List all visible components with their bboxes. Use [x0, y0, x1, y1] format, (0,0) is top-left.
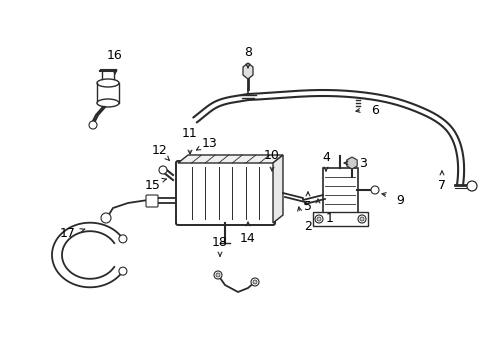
Text: 5: 5 [304, 199, 311, 212]
Circle shape [119, 235, 127, 243]
Circle shape [359, 217, 363, 221]
Text: 12: 12 [152, 144, 167, 157]
Polygon shape [243, 63, 252, 79]
Text: 11: 11 [182, 126, 198, 140]
Text: 8: 8 [244, 45, 251, 59]
FancyBboxPatch shape [146, 195, 158, 207]
Circle shape [216, 273, 220, 277]
Ellipse shape [97, 99, 119, 107]
Polygon shape [178, 155, 283, 163]
Text: 18: 18 [212, 235, 227, 248]
Bar [323, 168, 357, 213]
Text: 1: 1 [325, 212, 333, 225]
Circle shape [119, 267, 127, 275]
Text: 3: 3 [358, 157, 366, 170]
Text: 9: 9 [395, 194, 403, 207]
Circle shape [214, 271, 222, 279]
Text: 14: 14 [240, 231, 255, 244]
Text: 13: 13 [202, 136, 218, 149]
Circle shape [357, 215, 365, 223]
Text: 16: 16 [107, 49, 122, 62]
Ellipse shape [97, 79, 119, 87]
Circle shape [370, 186, 378, 194]
Bar [97, 83, 119, 103]
Bar [312, 212, 367, 226]
Text: 4: 4 [322, 150, 329, 163]
Polygon shape [272, 155, 283, 223]
Text: 10: 10 [264, 149, 279, 162]
FancyBboxPatch shape [176, 161, 274, 225]
Circle shape [466, 181, 476, 191]
Text: 2: 2 [304, 220, 311, 233]
Circle shape [101, 213, 111, 223]
Circle shape [314, 215, 323, 223]
Text: 6: 6 [370, 104, 378, 117]
Circle shape [250, 278, 259, 286]
Text: 15: 15 [145, 179, 161, 192]
Text: 17: 17 [60, 226, 76, 239]
Circle shape [159, 166, 167, 174]
Circle shape [252, 280, 257, 284]
Circle shape [316, 217, 320, 221]
Text: 7: 7 [437, 179, 445, 192]
Circle shape [89, 121, 97, 129]
